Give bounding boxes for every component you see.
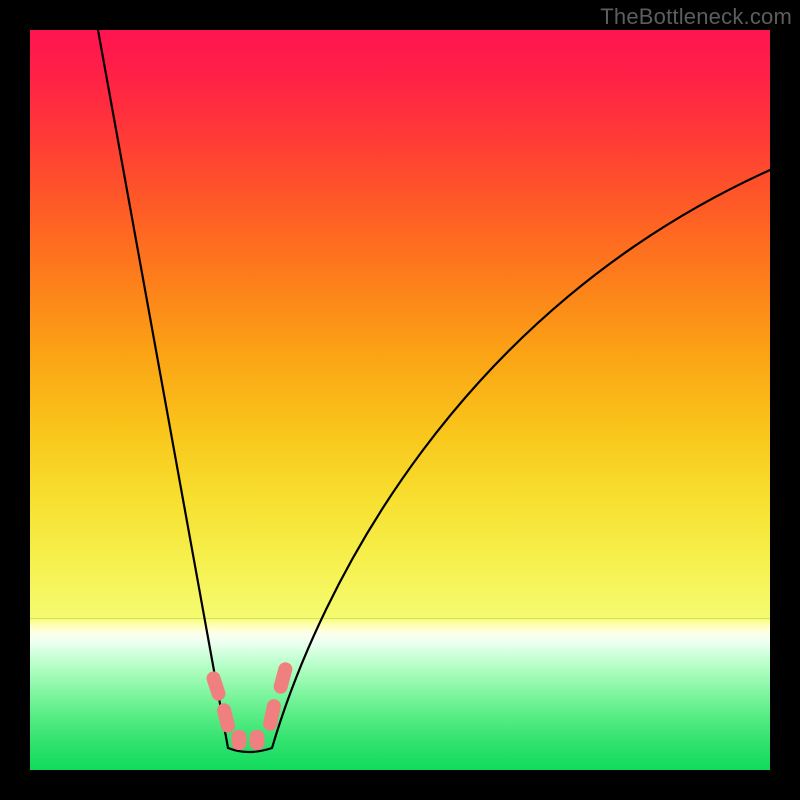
marker-3 — [250, 730, 265, 750]
watermark-text: TheBottleneck.com — [600, 4, 792, 30]
marker-2 — [232, 730, 247, 750]
bg-lower — [30, 618, 770, 770]
plot-area — [30, 30, 770, 770]
outer-frame: TheBottleneck.com — [0, 0, 800, 800]
chart-svg — [30, 30, 770, 770]
bg-upper — [30, 30, 770, 618]
